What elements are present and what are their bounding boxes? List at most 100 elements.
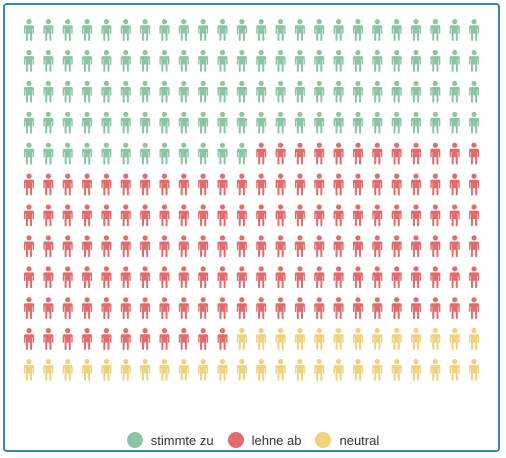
- person-icon: [198, 49, 209, 72]
- person-icon: [314, 19, 325, 41]
- person-icon: [275, 328, 286, 350]
- person-icon: [352, 358, 363, 381]
- person-icon: [82, 328, 93, 350]
- person-icon: [101, 328, 112, 350]
- person-icon: [469, 111, 480, 134]
- person-icon: [294, 173, 305, 196]
- person-icon: [140, 204, 151, 227]
- person-icon: [236, 358, 247, 381]
- person-icon: [314, 142, 325, 165]
- person-icon: [314, 235, 325, 258]
- person-icon: [217, 49, 228, 72]
- person-icon: [62, 204, 73, 227]
- person-icon: [43, 297, 54, 320]
- person-icon: [294, 111, 305, 134]
- person-icon: [178, 235, 189, 258]
- person-icon: [178, 19, 189, 41]
- person-icon: [24, 297, 34, 320]
- person-icon: [43, 173, 54, 196]
- person-icon: [256, 19, 267, 41]
- person-icon: [82, 358, 93, 381]
- person-icon: [236, 266, 247, 289]
- person-icon: [352, 266, 363, 289]
- person-icon: [178, 328, 189, 350]
- person-icon: [391, 358, 402, 381]
- person-icon: [198, 111, 209, 134]
- person-icon: [352, 49, 363, 72]
- person-icon: [236, 111, 247, 134]
- person-icon: [391, 80, 402, 103]
- person-icon: [333, 358, 344, 381]
- person-icon: [256, 266, 267, 289]
- person-icon: [333, 80, 344, 103]
- legend-item: lehne ab: [227, 432, 301, 448]
- person-icon: [352, 204, 363, 227]
- person-icon: [391, 49, 402, 72]
- person-icon: [391, 111, 402, 134]
- person-icon: [411, 235, 421, 258]
- person-icon: [411, 49, 421, 72]
- person-icon: [159, 266, 170, 289]
- person-icon: [178, 111, 189, 134]
- person-icon: [430, 297, 441, 320]
- person-icon: [82, 297, 93, 320]
- person-icon: [62, 19, 73, 41]
- person-icon: [159, 328, 170, 350]
- person-icon: [449, 358, 460, 381]
- person-icon: [372, 358, 383, 381]
- person-icon: [333, 19, 344, 41]
- person-icon: [62, 328, 73, 350]
- person-icon: [120, 328, 131, 350]
- person-icon: [43, 80, 54, 103]
- person-icon: [430, 49, 441, 72]
- person-icon: [411, 204, 421, 227]
- person-icon: [236, 49, 247, 72]
- person-icon: [198, 80, 209, 103]
- person-icon: [333, 49, 344, 72]
- person-icon: [469, 297, 480, 320]
- person-icon: [275, 204, 286, 227]
- person-icon: [82, 49, 93, 72]
- person-icon: [430, 111, 441, 134]
- person-icon: [62, 49, 73, 72]
- person-icon: [198, 358, 209, 381]
- person-icon: [120, 142, 131, 165]
- person-icon: [275, 142, 286, 165]
- person-icon: [411, 297, 421, 320]
- person-icon: [140, 80, 151, 103]
- person-icon: [82, 111, 93, 134]
- person-icon: [449, 80, 460, 103]
- person-icon: [314, 173, 325, 196]
- person-icon: [294, 49, 305, 72]
- person-icon: [430, 142, 441, 165]
- person-icon: [449, 111, 460, 134]
- person-icon: [411, 19, 421, 41]
- person-icon: [101, 266, 112, 289]
- person-icon: [449, 328, 460, 350]
- person-icon: [430, 235, 441, 258]
- person-icon: [24, 19, 34, 41]
- person-icon: [411, 173, 421, 196]
- person-icon: [101, 173, 112, 196]
- legend-label: neutral: [339, 432, 380, 448]
- person-icon: [140, 358, 151, 381]
- person-icon: [372, 19, 383, 41]
- person-icon: [256, 142, 267, 165]
- person-icon: [236, 204, 247, 227]
- person-icon: [372, 173, 383, 196]
- person-icon: [449, 297, 460, 320]
- person-icon: [43, 235, 54, 258]
- person-icon: [314, 204, 325, 227]
- person-icon: [140, 328, 151, 350]
- person-icon: [372, 204, 383, 227]
- person-icon: [140, 266, 151, 289]
- person-icon: [120, 297, 131, 320]
- person-icon: [140, 111, 151, 134]
- person-icon: [469, 19, 480, 41]
- person-icon: [294, 235, 305, 258]
- person-icon: [314, 328, 325, 350]
- person-icon: [469, 173, 480, 196]
- person-icon: [372, 297, 383, 320]
- person-icon: [449, 235, 460, 258]
- person-icon: [24, 358, 34, 381]
